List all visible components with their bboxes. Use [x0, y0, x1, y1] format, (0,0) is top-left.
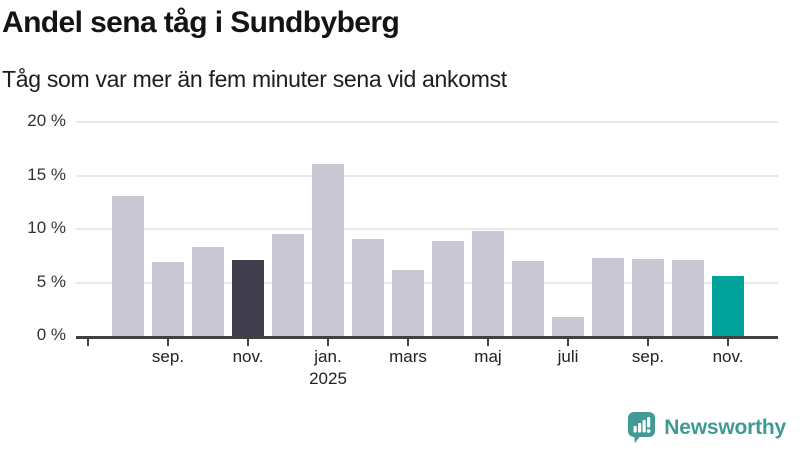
brand-footer: Newsworthy — [627, 411, 786, 444]
x-tick-label: juli — [557, 347, 579, 366]
x-tick — [567, 339, 569, 346]
gridline — [76, 228, 778, 230]
bar-dec-2024 — [272, 234, 304, 336]
newsworthy-logo-icon — [628, 412, 656, 443]
x-tick-label: sep. — [151, 347, 185, 366]
x-tick-label: mars — [389, 347, 427, 366]
bar-okt-2024 — [192, 247, 224, 336]
x-tick-label: maj — [474, 347, 502, 366]
y-tick-label: 10 % — [27, 218, 66, 237]
x-tick — [487, 339, 489, 346]
x-tick-label: nov. — [712, 347, 744, 366]
x-tick — [167, 339, 169, 346]
gridline — [76, 174, 778, 177]
x-tick — [407, 339, 409, 346]
x-tick-sublabel: 2025 — [309, 369, 347, 388]
x-tick-label: jan. 2025 — [283, 346, 373, 390]
y-tick-label: 5 % — [36, 271, 66, 291]
bar-nov-2025 — [712, 276, 744, 336]
y-tick-label: 15 % — [27, 164, 66, 184]
gridline — [76, 281, 778, 284]
bar-aug-2025 — [592, 258, 624, 336]
x-tick — [247, 339, 249, 346]
gridline — [76, 121, 778, 123]
bar-feb-2025 — [352, 239, 384, 336]
bar-juni-2025 — [512, 261, 544, 336]
bar-sep-2025 — [632, 259, 664, 336]
bar-sep-2024 — [152, 262, 184, 336]
x-tick — [87, 339, 89, 346]
x-tick — [327, 339, 329, 346]
bar-apr-2025 — [432, 241, 464, 336]
x-tick — [727, 339, 729, 346]
bar-okt-2025 — [672, 260, 704, 336]
x-tick — [647, 339, 649, 346]
y-tick-label: 0 % — [36, 325, 66, 344]
bar-mars-2025 — [392, 270, 424, 336]
bar-jan-2025 — [312, 164, 344, 336]
y-tick-label: 20 % — [27, 111, 66, 130]
x-tick-label: sep. — [631, 347, 665, 366]
chart-title: Andel sena tåg i Sundbyberg — [2, 6, 400, 39]
bar-juli-2025 — [552, 317, 584, 336]
chart-subtitle: Tåg som var mer än fem minuter sena vid … — [2, 66, 507, 92]
bar-aug-2024 — [112, 196, 144, 336]
x-tick-label: nov. — [232, 347, 264, 366]
bar-nov-2024 — [232, 260, 264, 336]
x-axis-line — [76, 336, 778, 339]
brand-name: Newsworthy — [664, 415, 786, 439]
bar-maj-2025 — [472, 231, 504, 336]
